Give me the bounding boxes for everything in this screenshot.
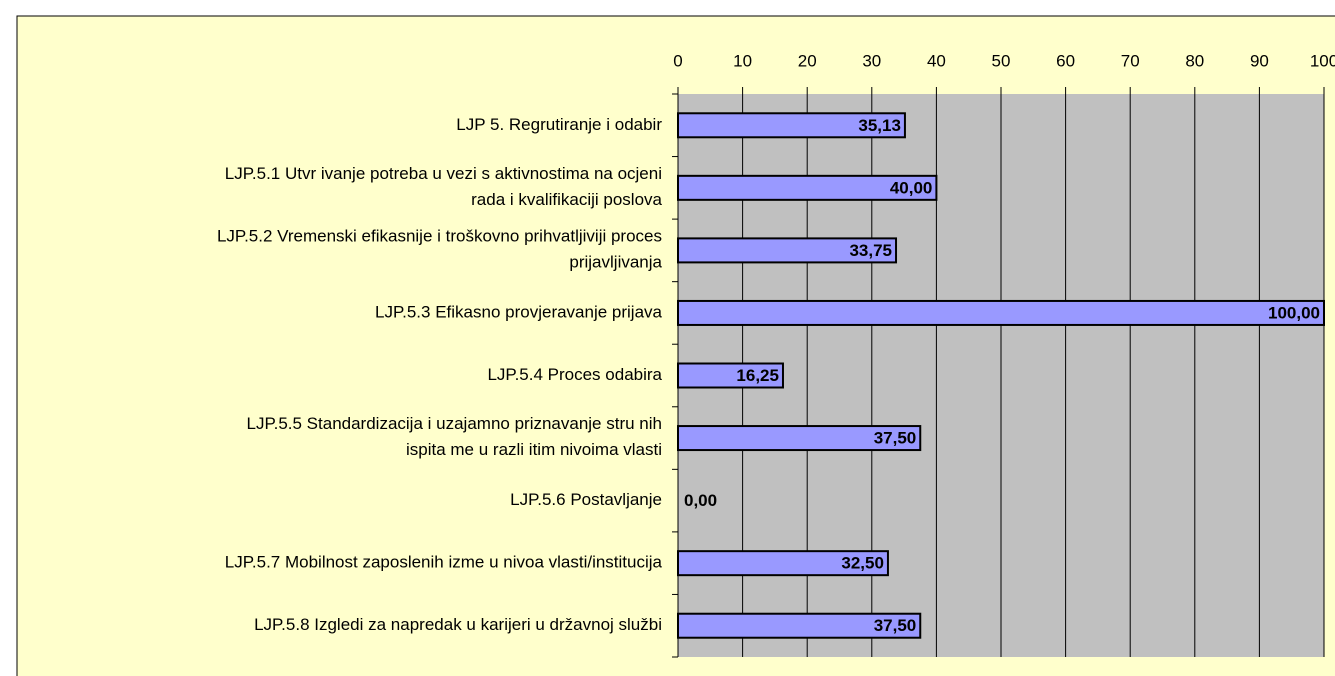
y-tick-label: LJP.5.5 Standardizacija i uzajamno prizn… xyxy=(247,415,663,460)
x-tick-label: 80 xyxy=(1185,51,1204,70)
bar xyxy=(677,425,922,452)
y-tick-label: LJP 5. Regrutiranje i odabir xyxy=(456,115,662,134)
value-label: 40,00 xyxy=(890,178,933,197)
x-tick-label: 10 xyxy=(733,51,752,70)
x-tick-label: 70 xyxy=(1121,51,1140,70)
bar xyxy=(677,550,889,577)
value-label: 16,25 xyxy=(736,366,779,385)
value-label: 35,13 xyxy=(858,116,901,135)
x-tick-label: 30 xyxy=(862,51,881,70)
bar xyxy=(677,299,1325,326)
x-tick-label: 0 xyxy=(673,51,682,70)
value-label: 37,50 xyxy=(874,429,917,448)
bar xyxy=(677,237,898,264)
y-tick-label: LJP.5.3 Efikasno provjeravanje prijava xyxy=(375,302,663,321)
y-tick-label: LJP.5.6 Postavljanje xyxy=(510,490,662,509)
x-tick-label: 50 xyxy=(992,51,1011,70)
x-tick-label: 20 xyxy=(798,51,817,70)
bar xyxy=(677,362,784,389)
bar xyxy=(677,174,938,201)
value-label: 37,50 xyxy=(874,616,917,635)
value-label: 0,00 xyxy=(684,491,717,510)
y-tick-label: LJP.5.8 Izgledi za napredak u karijeri u… xyxy=(254,615,662,634)
y-tick-label: LJP.5.4 Proces odabira xyxy=(487,365,662,384)
y-tick-label: LJP.5.2 Vremenski efikasnije i troškovno… xyxy=(217,227,663,272)
x-tick-label: 100 xyxy=(1310,51,1335,70)
value-label: 32,50 xyxy=(841,554,884,573)
x-tick-label: 90 xyxy=(1250,51,1269,70)
y-tick-label: LJP.5.1 Utvr ivanje potreba u vezi s akt… xyxy=(225,164,663,209)
value-label: 33,75 xyxy=(849,241,892,260)
x-tick-label: 60 xyxy=(1056,51,1075,70)
value-label: 100,00 xyxy=(1268,303,1320,322)
y-tick-label: LJP.5.7 Mobilnost zaposlenih izme u nivo… xyxy=(225,553,663,572)
x-tick-label: 40 xyxy=(927,51,946,70)
bar xyxy=(677,612,922,639)
bar xyxy=(677,112,906,139)
